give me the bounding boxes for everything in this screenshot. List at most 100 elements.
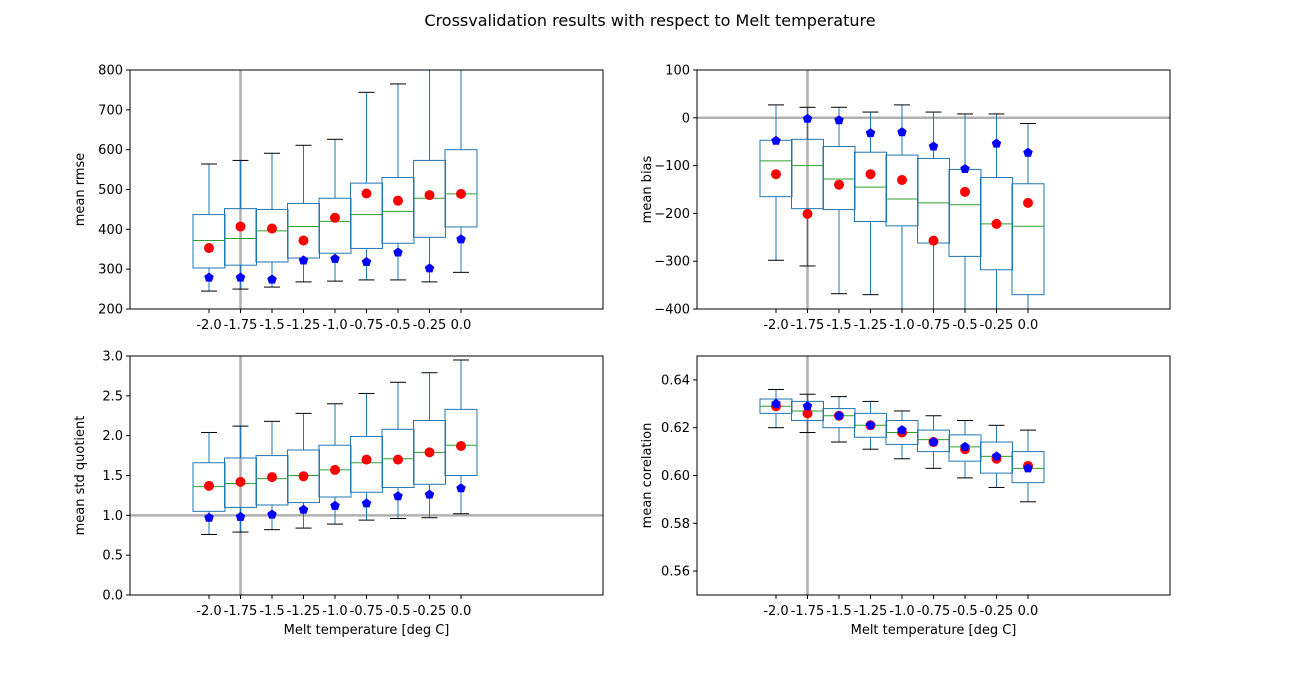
pentagon-marker <box>361 498 372 508</box>
mean-marker <box>235 221 246 232</box>
box--1.5 <box>822 106 856 295</box>
pentagon-marker <box>865 420 876 430</box>
y-tick-label: 0 <box>682 111 690 126</box>
box-body <box>822 145 856 211</box>
pentagon-marker <box>424 263 435 273</box>
mean-marker <box>298 471 309 482</box>
box--0.25 <box>413 70 446 283</box>
box--0.75 <box>350 91 383 281</box>
x-tick-label: -1.0 <box>889 604 914 619</box>
mean-marker <box>235 476 246 487</box>
mean-marker <box>267 472 277 483</box>
y-tick-label: 500 <box>98 183 123 198</box>
x-tick-label: -1.5 <box>826 604 851 619</box>
plot-area <box>130 356 603 595</box>
pentagon-marker <box>393 491 403 501</box>
pentagon-marker <box>267 274 277 284</box>
pentagon-marker <box>298 504 309 514</box>
y-tick-label: −300 <box>654 255 690 270</box>
mean-marker <box>771 169 781 180</box>
box-body <box>318 197 352 254</box>
subplot-2: −400 −300 −200 −100 0 100 -2.0 -1.75 -1.5 -1.25 -1… <box>640 64 1171 333</box>
y-tick-label: 0.56 <box>661 565 690 580</box>
y-tick-label: 600 <box>98 143 123 158</box>
pentagon-marker <box>771 135 781 145</box>
x-tick-label: -0.5 <box>385 318 410 333</box>
x-tick-label: -2.0 <box>763 604 788 619</box>
x-axis-label: Melt temperature [deg C] <box>284 623 450 638</box>
pentagon-marker <box>456 234 466 244</box>
y-tick-label: 0.5 <box>102 549 123 564</box>
x-tick-label: -2.0 <box>763 318 788 333</box>
box-body <box>192 214 226 269</box>
x-tick-label: -1.0 <box>322 318 347 333</box>
x-tick-label: -0.5 <box>385 604 410 619</box>
y-tick-label: 0.64 <box>661 373 690 388</box>
y-tick-label: 700 <box>98 103 123 118</box>
mean-marker <box>802 208 813 219</box>
box--1.5 <box>255 152 289 288</box>
x-tick-label: -1.75 <box>224 604 258 619</box>
x-tick-label: -0.5 <box>952 318 977 333</box>
pentagon-marker <box>204 512 214 522</box>
mean-marker <box>361 188 372 199</box>
mean-marker <box>204 243 214 254</box>
pentagon-marker <box>456 483 466 493</box>
y-tick-label: −100 <box>654 159 690 174</box>
box--2.0 <box>759 388 793 429</box>
box-body <box>444 149 478 228</box>
box--2.0 <box>759 104 793 261</box>
pentagon-marker <box>771 398 781 408</box>
y-tick-label: 2.5 <box>102 389 123 404</box>
x-tick-label: -1.0 <box>889 318 914 333</box>
y-tick-label: 400 <box>98 223 123 238</box>
mean-marker <box>928 235 939 246</box>
x-tick-label: -1.25 <box>287 604 321 619</box>
pentagon-marker <box>330 253 340 263</box>
pentagon-marker <box>928 141 939 151</box>
pentagon-marker <box>1023 147 1033 157</box>
x-tick-label: -0.75 <box>917 318 951 333</box>
pentagon-marker <box>424 489 435 499</box>
y-tick-label: 300 <box>98 263 123 278</box>
box-body <box>287 202 320 259</box>
y-tick-label: 0.62 <box>661 421 690 436</box>
y-axis-label: mean std quotient <box>73 416 88 536</box>
pentagon-marker <box>393 247 403 257</box>
y-tick-label: 0.58 <box>661 517 690 532</box>
x-tick-label: -1.25 <box>854 604 888 619</box>
x-tick-label: -1.25 <box>287 318 321 333</box>
y-tick-label: 0.60 <box>661 469 690 484</box>
x-tick-label: -0.25 <box>413 604 447 619</box>
box-body <box>948 168 982 257</box>
y-tick-label: 1.5 <box>102 469 123 484</box>
pentagon-marker <box>330 500 340 510</box>
x-tick-label: -0.75 <box>350 604 384 619</box>
x-tick-label: -0.25 <box>980 318 1014 333</box>
mean-marker <box>456 188 466 199</box>
pentagon-marker <box>834 115 844 125</box>
x-tick-label: -1.75 <box>791 604 825 619</box>
x-tick-label: -1.5 <box>259 604 284 619</box>
x-tick-label: 0.0 <box>1018 318 1039 333</box>
subplot-4: 0.56 0.58 0.60 0.62 0.64 -2.0 -1.75 -1.5 -1.25 -1… <box>640 355 1171 638</box>
mean-marker <box>960 186 970 197</box>
mean-marker <box>424 190 435 201</box>
mean-marker <box>393 195 403 206</box>
pentagon-marker <box>834 410 844 420</box>
x-tick-label: -2.0 <box>196 604 221 619</box>
x-tick-label: 0.0 <box>451 318 472 333</box>
mean-marker <box>330 212 340 223</box>
mean-marker <box>456 441 466 452</box>
y-tick-label: −200 <box>654 207 690 222</box>
y-axis-label: mean rmse <box>73 153 88 227</box>
pentagon-marker <box>802 401 813 411</box>
mean-marker <box>267 223 277 234</box>
box--1.25 <box>854 111 887 296</box>
x-axis-label: Melt temperature [deg C] <box>851 623 1017 638</box>
pentagon-marker <box>991 138 1002 148</box>
pentagon-marker <box>991 451 1002 461</box>
